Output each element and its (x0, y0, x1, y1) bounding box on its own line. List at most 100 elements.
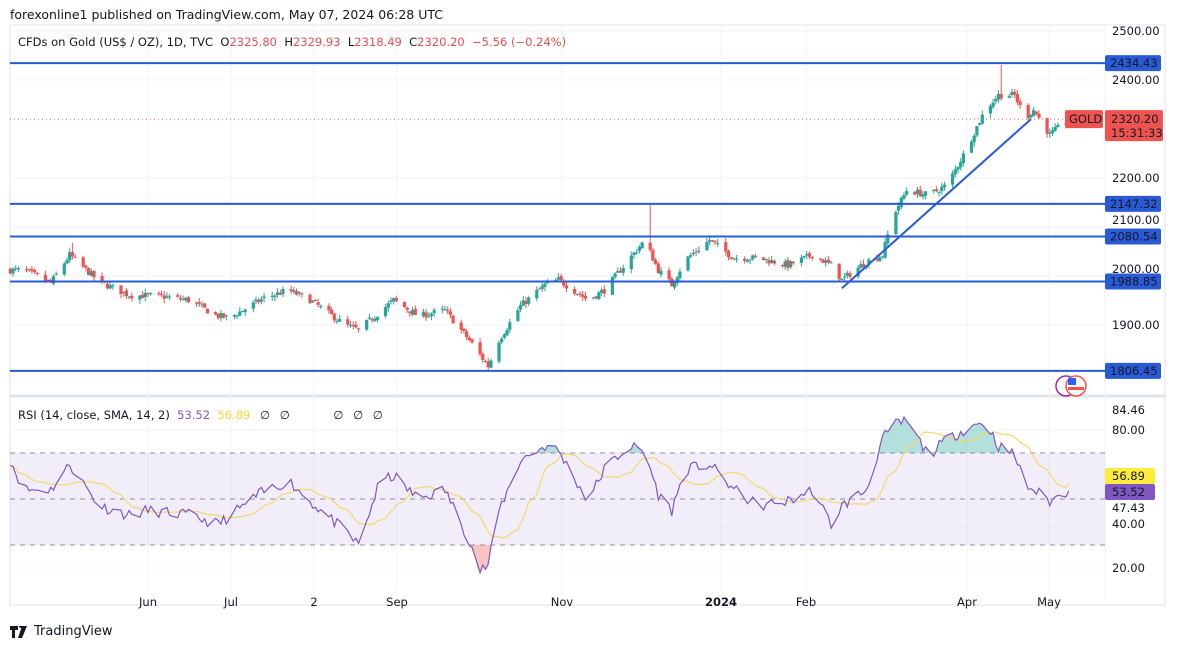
candle (635, 249, 639, 255)
footer-brand[interactable]: TradingView (10, 624, 113, 639)
candles (8, 64, 1071, 371)
candle-body (1007, 96, 1011, 98)
symbol-legend: CFDs on Gold (US$ / OZ), 1D, TVC O2325.8… (18, 35, 566, 49)
candle (956, 166, 960, 174)
candle (918, 185, 922, 197)
candle (205, 308, 209, 314)
candle (713, 240, 717, 245)
candle-body (708, 240, 712, 243)
candle-body (648, 242, 652, 250)
candle-body (195, 302, 199, 304)
candle-body (772, 260, 776, 264)
candle (65, 257, 69, 265)
candle-body (203, 303, 207, 308)
candle (478, 338, 482, 357)
candle (1015, 89, 1019, 106)
candle (100, 272, 104, 285)
candle (502, 333, 506, 340)
candle-body (478, 342, 482, 355)
candle-body (600, 290, 604, 293)
candle-body (168, 296, 172, 298)
candle (186, 295, 191, 304)
candle (500, 336, 504, 345)
candle (411, 306, 415, 317)
candle (195, 301, 199, 307)
candle-body (535, 289, 539, 299)
level-tag-label: 1988.85 (1110, 274, 1158, 288)
candle-body (62, 263, 66, 275)
candle (991, 99, 995, 110)
candle (791, 261, 795, 266)
candle-body (1053, 127, 1057, 131)
candle-body (686, 256, 690, 271)
candle-body (937, 192, 941, 194)
candle (313, 299, 317, 302)
candle-body (346, 319, 350, 325)
candle-body (578, 293, 582, 295)
rsi-value-tag-label: 47.43 (1112, 501, 1145, 515)
candle (367, 313, 371, 321)
candle (392, 297, 396, 305)
candle (308, 293, 312, 304)
candle (524, 297, 528, 308)
candle (959, 158, 963, 171)
candle-body (591, 297, 596, 299)
candle (654, 257, 658, 265)
candle-body (613, 273, 617, 278)
candle-body (421, 311, 425, 316)
candle (481, 351, 485, 363)
candle-body (508, 322, 512, 330)
symbol-title[interactable]: CFDs on Gold (US$ / OZ), 1D, TVC (18, 35, 214, 49)
candle-body (365, 319, 369, 330)
candle (726, 249, 731, 261)
time-axis-label: Jun (138, 595, 157, 609)
candle (1048, 128, 1052, 138)
candle (591, 297, 596, 300)
candle-body (294, 291, 299, 295)
candle (764, 258, 768, 264)
candle (953, 165, 957, 178)
candle-body (875, 258, 879, 261)
candle-body (240, 311, 245, 313)
candle (694, 248, 698, 257)
candle-body (238, 311, 242, 316)
candle-body (697, 250, 701, 252)
candle (610, 276, 614, 295)
candle-body (402, 301, 407, 308)
candle-body (562, 280, 566, 286)
candle (618, 267, 623, 273)
candle-body (975, 126, 979, 136)
candle (87, 267, 91, 276)
candle-body (92, 270, 96, 278)
rsi-title[interactable]: RSI (14, close, SMA, 14, 2) (18, 408, 170, 422)
candle (632, 251, 636, 259)
candle (1007, 94, 1011, 99)
candle (203, 303, 207, 309)
candle-body (540, 285, 544, 289)
candle-body (767, 260, 771, 264)
candle (1010, 88, 1014, 98)
price-tag (1105, 110, 1163, 142)
candle-body (157, 293, 161, 295)
candle-body (921, 194, 925, 197)
candle-body (694, 251, 698, 253)
candle (81, 255, 85, 269)
candle (319, 304, 323, 310)
candle-body (159, 293, 164, 295)
candle (254, 296, 258, 304)
candle (980, 110, 984, 125)
candle-body (465, 331, 469, 338)
candle (24, 266, 29, 273)
candle (691, 249, 695, 256)
candle (659, 266, 663, 278)
candle-body (130, 295, 134, 299)
candle-body (27, 269, 31, 271)
candle (33, 268, 37, 274)
candle-body (924, 191, 928, 196)
candle-body (902, 194, 906, 199)
candle-body (200, 304, 204, 306)
candle-body (470, 339, 474, 343)
candle-body (84, 265, 88, 268)
candle-body (108, 285, 112, 289)
